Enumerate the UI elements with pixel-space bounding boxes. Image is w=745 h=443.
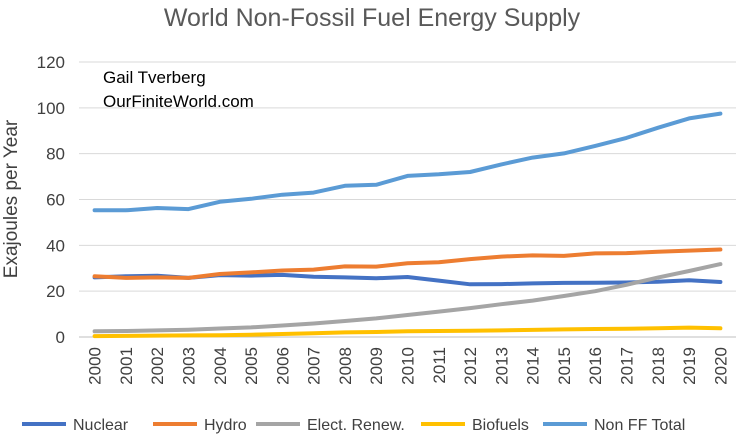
series-line-elect-renew [92,262,723,334]
x-tick-label: 2015 [555,347,574,385]
x-tick-label: 2020 [711,347,730,385]
y-tick-label: 20 [46,282,65,301]
x-axis-ticks: 2000 2001 2002 2003 2004 2005 2006 2007 2008 2009… [86,347,731,385]
x-tick-label: 2006 [273,347,292,385]
series-line-non-ff-total [92,111,723,213]
x-tick-label: 2017 [618,347,637,385]
x-tick-label: 2001 [117,347,136,385]
x-tick-label: 2002 [148,347,167,385]
y-tick-label: 60 [46,191,65,210]
x-tick-label: 2019 [680,347,699,385]
x-tick-label: 2003 [180,347,199,385]
series-lines [92,111,723,339]
x-tick-label: 2007 [305,347,324,385]
x-tick-label: 2014 [524,347,543,385]
y-tick-label: 100 [37,99,65,118]
legend-label-hydro: Hydro [204,417,247,434]
y-tick-label: 120 [37,53,65,72]
x-tick-label: 2012 [461,347,480,385]
x-tick-label: 2004 [211,347,230,385]
grid-lines [79,61,736,338]
y-tick-label: 40 [46,236,65,255]
x-tick-label: 2018 [649,347,668,385]
x-tick-label: 2013 [492,347,511,385]
legend-label-biofuels: Biofuels [472,417,529,434]
x-tick-label: 2008 [336,347,355,385]
annotation-author: Gail Tverberg [103,68,206,87]
series-line-biofuels [92,325,723,339]
x-tick-label: 2016 [586,347,605,385]
x-tick-label: 2010 [399,347,418,385]
y-tick-label: 0 [56,328,65,347]
annotation-website: OurFiniteWorld.com [103,92,254,111]
legend-label-elect-renew: Elect. Renew. [307,417,405,434]
x-tick-label: 2005 [242,347,261,385]
legend: Nuclear Hydro Elect. Renew. Biofuels Non FF … [22,417,685,434]
x-tick-label: 2000 [86,347,105,385]
y-axis-title: Exajoules per Year [1,119,22,278]
legend-label-nuclear: Nuclear [73,417,129,434]
y-tick-label: 80 [46,145,65,164]
chart-title: World Non-Fossil Fuel Energy Supply [164,4,581,32]
x-tick-label: 2011 [430,347,449,384]
x-tick-label: 2009 [367,347,386,385]
legend-label-non-ff-total: Non FF Total [594,417,685,434]
y-axis-ticks: 0 20 40 60 80 100 120 [37,53,65,347]
series-line-hydro [92,247,723,280]
